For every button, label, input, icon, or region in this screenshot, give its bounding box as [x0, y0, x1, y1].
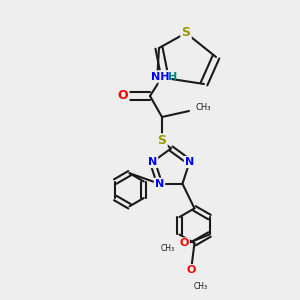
Text: N: N: [148, 157, 157, 167]
Text: H: H: [168, 72, 177, 82]
Text: CH₃: CH₃: [160, 244, 175, 253]
Text: O: O: [179, 238, 189, 248]
Text: O: O: [118, 89, 128, 103]
Text: NH: NH: [151, 71, 170, 82]
Text: CH₃: CH₃: [195, 103, 211, 112]
Text: S: S: [182, 26, 190, 40]
Text: N: N: [185, 157, 194, 167]
Text: S: S: [158, 134, 166, 148]
Text: CH₃: CH₃: [194, 282, 208, 291]
Text: N: N: [155, 179, 164, 189]
Text: O: O: [187, 265, 196, 275]
Text: N: N: [160, 71, 170, 85]
